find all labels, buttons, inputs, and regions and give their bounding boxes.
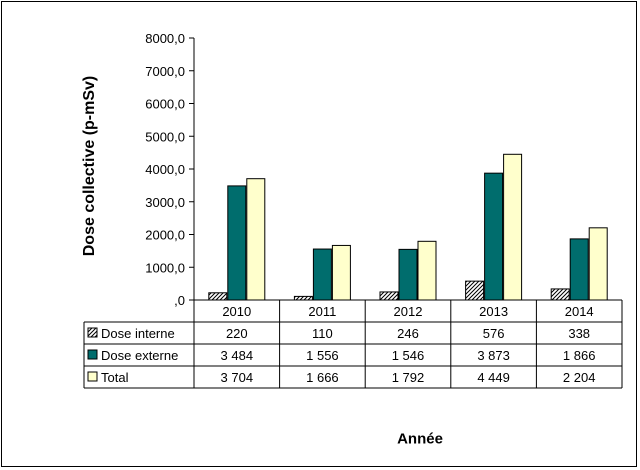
x-tick-label: 2010 xyxy=(222,304,251,319)
data-label: 1 792 xyxy=(392,370,425,385)
legend-swatch xyxy=(87,349,98,360)
legend-label: Dose externe xyxy=(101,348,178,363)
legend-label: Total xyxy=(101,370,129,385)
y-tick-label: 1000,0 xyxy=(145,260,185,275)
y-tick-label: ,0 xyxy=(174,293,185,308)
data-label: 3 873 xyxy=(477,348,510,363)
bar-dose-interne xyxy=(208,292,228,301)
data-label: 246 xyxy=(397,326,419,341)
y-axis-label: Dose collective (p-mSv) xyxy=(81,75,98,257)
data-label: 1 546 xyxy=(392,348,425,363)
data-label: 338 xyxy=(568,326,590,341)
legend-swatch xyxy=(87,371,98,382)
bar-dose-externe xyxy=(398,248,418,301)
x-tick-label: 2014 xyxy=(565,304,594,319)
data-label: 110 xyxy=(312,326,333,341)
data-label: 4 449 xyxy=(477,370,510,385)
data-label: 1 866 xyxy=(563,348,596,363)
bar-dose-interne xyxy=(465,280,485,301)
bar-dose-externe xyxy=(569,238,589,301)
y-axis: ,0 1000,0 2000,0 3000,0 4000,0 5000,0 6000,0 70… xyxy=(145,31,195,308)
bar-dose-interne xyxy=(550,288,570,301)
data-label: 220 xyxy=(226,326,248,341)
y-tick-label: 6000,0 xyxy=(145,97,185,112)
x-tick-label: 2012 xyxy=(394,304,423,319)
bar-total xyxy=(417,240,437,301)
y-tick-label: 2000,0 xyxy=(145,228,185,243)
bar-area xyxy=(208,153,608,301)
data-label: 576 xyxy=(483,326,505,341)
bar-dose-externe xyxy=(484,172,504,301)
bar-total xyxy=(503,153,523,301)
x-tick-label: 2011 xyxy=(308,304,336,319)
y-tick-label: 5000,0 xyxy=(145,129,185,144)
y-tick-label: 3000,0 xyxy=(145,195,185,210)
y-tick-label: 8000,0 xyxy=(145,31,185,46)
bar-total xyxy=(331,244,351,301)
y-tick-label: 7000,0 xyxy=(145,64,185,79)
bar-dose-externe xyxy=(227,185,247,301)
data-label: 1 666 xyxy=(306,370,339,385)
x-tick-label: 2013 xyxy=(479,304,508,319)
bar-total xyxy=(588,227,608,301)
bar-dose-interne xyxy=(379,291,399,301)
data-label: 2 204 xyxy=(563,370,596,385)
data-label: 1 556 xyxy=(306,348,339,363)
bar-dose-interne xyxy=(293,295,313,301)
data-label: 3 484 xyxy=(221,348,254,363)
x-axis-label: Année xyxy=(397,430,443,448)
legend-swatch xyxy=(87,327,98,338)
y-tick-label: 4000,0 xyxy=(145,162,185,177)
bar-dose-externe xyxy=(312,248,332,301)
data-label: 3 704 xyxy=(221,370,254,385)
data-table: 2010 2011 2012 2013 2014 Dose interne 220 110 24… xyxy=(83,299,623,389)
bar-total xyxy=(246,178,266,301)
legend-label: Dose interne xyxy=(101,326,175,341)
